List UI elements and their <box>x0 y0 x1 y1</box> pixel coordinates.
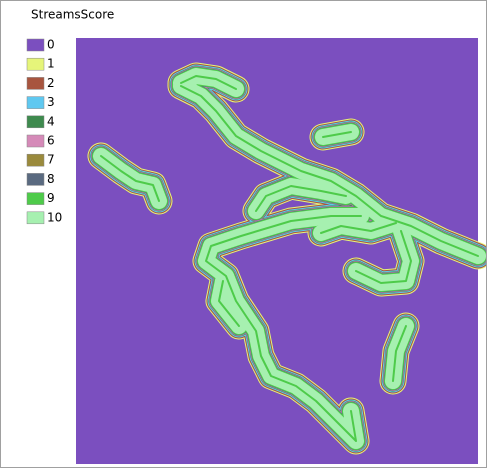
legend-swatch <box>26 96 45 109</box>
stream-ring <box>180 75 237 90</box>
legend-swatch <box>26 192 45 205</box>
legend-label: 4 <box>47 114 55 128</box>
legend-swatch <box>26 38 45 52</box>
stream-ring <box>320 222 397 234</box>
legend-swatch <box>26 153 45 167</box>
stream-ring <box>100 155 160 202</box>
stream-ring <box>355 230 412 284</box>
legend-swatch <box>26 115 45 129</box>
stream-ring <box>180 85 479 257</box>
legend-label: 3 <box>47 95 55 109</box>
legend-label: 7 <box>47 153 55 167</box>
legend-label: 0 <box>47 38 55 52</box>
legend-swatch <box>26 134 45 148</box>
stream-buffers <box>87 62 486 455</box>
stream-ring <box>205 215 362 442</box>
legend-label: 10 <box>47 210 62 224</box>
stream-ring <box>255 185 347 212</box>
legend-label: 2 <box>47 76 55 90</box>
legend-swatch <box>26 77 45 90</box>
legend-label: 8 <box>47 172 55 186</box>
legend-label: 9 <box>47 191 55 205</box>
legend-label: 1 <box>47 57 55 71</box>
stream-ring <box>392 325 407 382</box>
stream-ring <box>218 280 240 327</box>
legend-title: StreamsScore <box>31 8 114 22</box>
legend-label: 6 <box>47 134 55 148</box>
legend-swatch <box>26 57 45 71</box>
legend-swatch <box>26 211 45 225</box>
legend-swatch <box>26 173 45 186</box>
stream-ring <box>322 131 352 138</box>
